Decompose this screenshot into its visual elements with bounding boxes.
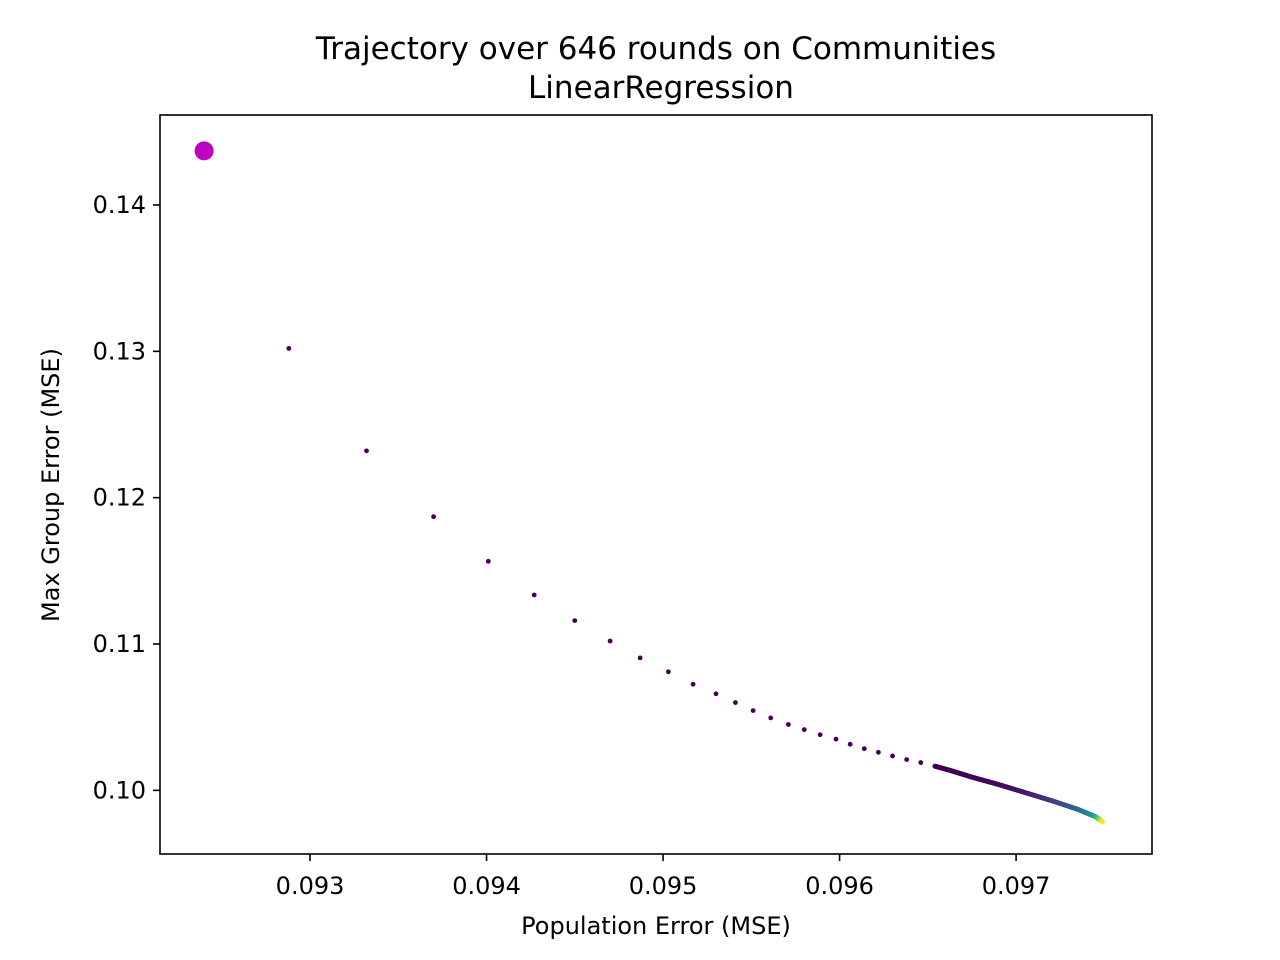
y-axis-label: Max Group Error (MSE) [37,348,65,622]
trajectory-point [918,760,924,765]
trajectory-point [485,558,491,564]
trajectory-point [733,700,738,705]
trajectory-point [768,715,774,721]
x-tick-label: 0.095 [629,872,698,900]
trajectory-point [431,514,436,520]
trajectory-point [286,346,292,351]
x-tick-label: 0.094 [452,872,521,900]
trajectory-point [713,691,719,697]
x-tick-label: 0.096 [805,872,874,900]
trajectory-point [833,736,839,742]
trajectory-point [890,753,895,759]
trajectory-point [1100,819,1105,825]
trajectory-point [847,741,853,747]
trajectory-point [817,732,823,738]
plot-frame [159,114,1153,855]
x-tick-label: 0.093 [276,872,345,900]
y-tick-label: 0.10 [93,776,146,804]
trajectory-point [861,746,867,752]
trajectory-point [690,681,696,687]
x-axis-ticks: 0.093 0.094 0.095 0.096 0.097 [276,854,1051,900]
y-tick-label: 0.14 [93,191,146,219]
trajectory-point [637,655,643,661]
trajectory-point [750,708,756,713]
trajectory-point [531,592,537,598]
trajectory-point [364,448,369,454]
x-tick-label: 0.097 [982,872,1051,900]
chart-subtitle: LinearRegression [528,70,794,106]
trajectory-point [607,638,613,644]
trajectory-point [665,669,671,675]
trajectory-point [801,727,807,733]
start-point [194,141,214,161]
x-axis-label: Population Error (MSE) [521,912,791,940]
y-tick-label: 0.12 [93,484,146,512]
y-axis-ticks: 0.10 0.11 0.12 0.13 0.14 [93,191,160,804]
trajectory-point [572,618,578,623]
trajectory-points [286,346,1105,825]
trajectory-point [876,749,881,755]
trajectory-point [904,757,910,763]
y-tick-label: 0.11 [93,630,146,658]
chart-title: Trajectory over 646 rounds on Communitie… [315,31,996,67]
y-tick-label: 0.13 [93,337,146,365]
trajectory-point [785,722,791,727]
